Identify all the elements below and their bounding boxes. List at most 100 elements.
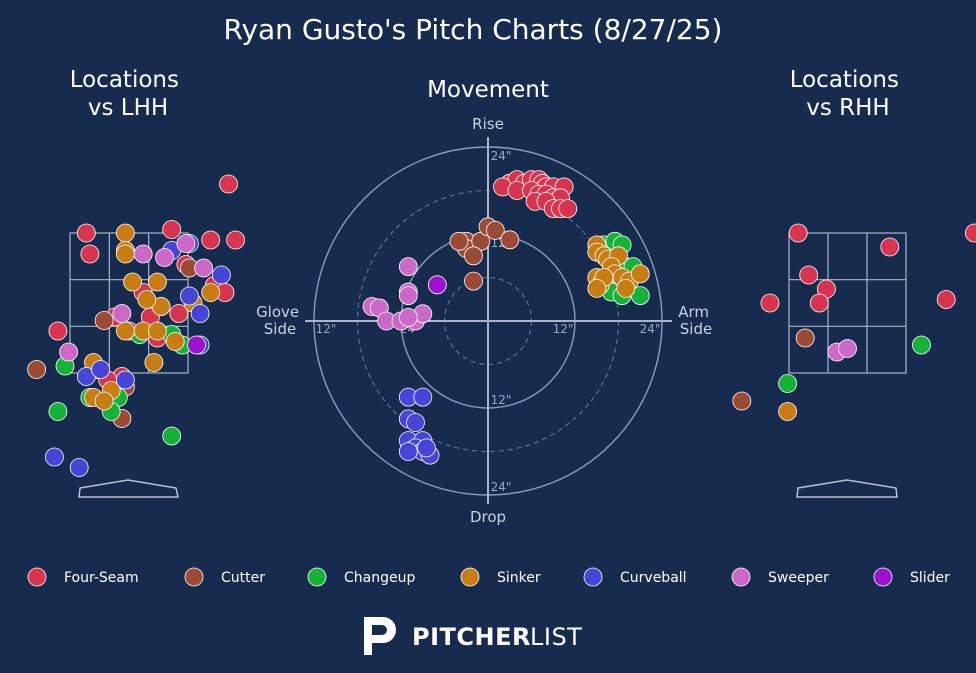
rhh-panel-title-line-2: vs RHH — [806, 95, 889, 121]
pitch-point-cutter — [795, 328, 815, 348]
lhh-panel-title-line-2: vs LHH — [88, 95, 168, 121]
lhh-home-plate — [78, 479, 179, 498]
pitch-point-cutter — [27, 360, 46, 379]
pitch-point-curveball — [91, 360, 110, 379]
pitch-point-sweeper — [176, 234, 196, 253]
movement-rings — [305, 137, 672, 504]
pitch-point-four-seam — [48, 321, 68, 341]
brand-name-bold: PITCHER — [412, 623, 531, 651]
glove-side-label: Glove Side — [256, 303, 304, 338]
pitch-point-changeup — [912, 335, 931, 355]
pitch-point-sinker — [165, 332, 185, 351]
pitch-point-sinker — [137, 290, 157, 309]
lhh-pitch-points — [27, 174, 246, 477]
rhh-strike-zone — [788, 232, 907, 374]
drop-label: Drop — [470, 508, 506, 526]
arm-side-label: Arm Side — [678, 303, 714, 338]
movement-pitch-points — [362, 170, 650, 465]
lhh-panel-title: Locations vs LHH — [70, 67, 187, 121]
pitch-point-sinker — [147, 272, 167, 292]
pitch-point-slider — [187, 335, 206, 355]
movement-point-cutter — [500, 230, 520, 250]
pitch-point-curveball — [190, 304, 210, 323]
pitch-point-changeup — [48, 402, 68, 421]
legend-marker-changeup — [307, 567, 327, 587]
glove-side-label-line-2: Side — [264, 320, 296, 338]
pitch-point-curveball — [211, 265, 231, 285]
rhh-panel-title-line-1: Locations — [790, 67, 899, 93]
legend-label-curveball: Curveball — [620, 570, 687, 586]
pitch-point-four-seam — [201, 230, 221, 250]
movement-point-sinker — [630, 264, 650, 284]
movement-point-curveball — [416, 438, 436, 458]
pitch-point-sinker — [116, 223, 135, 243]
pitch-point-sweeper — [59, 342, 78, 362]
pitch-point-four-seam — [936, 290, 956, 309]
pitch-legend: Four-Seam Cutter Changeup Sinker Curveball Sw… — [27, 567, 950, 587]
pitch-point-sweeper — [155, 248, 174, 267]
movement-point-sinker — [587, 278, 607, 298]
ring-label: 24" — [640, 322, 661, 336]
pitch-point-four-seam — [80, 244, 100, 264]
pitch-point-curveball — [179, 286, 199, 306]
movement-point-sinker — [616, 278, 636, 298]
legend-label-sinker: Sinker — [497, 570, 541, 586]
arm-side-label-line-2: Side — [680, 320, 712, 338]
pitch-point-four-seam — [169, 304, 189, 323]
pitch-point-sinker — [116, 321, 135, 341]
arm-side-label-line-1: Arm — [678, 303, 709, 321]
movement-point-slider — [427, 275, 447, 295]
pitch-point-sinker — [201, 283, 221, 302]
ring-label: 12" — [316, 322, 337, 336]
movement-point-four-seam — [558, 199, 578, 219]
movement-point-curveball — [413, 387, 433, 407]
pitch-point-curveball — [69, 458, 89, 477]
movement-point-cutter — [449, 231, 469, 251]
glove-side-label-line-1: Glove — [256, 303, 299, 321]
pitch-point-four-seam — [880, 237, 900, 257]
lhh-panel-title-line-1: Locations — [70, 67, 179, 93]
pitch-point-curveball — [116, 370, 135, 390]
movement-point-sweeper — [398, 286, 418, 306]
pitch-point-four-seam — [799, 265, 819, 285]
movement-point-cutter — [464, 246, 483, 266]
pitch-point-sinker — [147, 321, 167, 341]
movement-panel: Movement Rise Drop Glove Side Arm Side 2… — [256, 77, 714, 526]
legend-label-slider: Slider — [910, 570, 950, 586]
movement-point-cutter — [464, 271, 483, 291]
rise-label: Rise — [472, 115, 504, 133]
strike-zone-box — [788, 232, 907, 374]
legend-label-cutter: Cutter — [221, 570, 265, 586]
legend-marker-slider — [873, 567, 893, 587]
pitch-point-sweeper — [133, 244, 153, 264]
pitch-point-four-seam — [162, 220, 182, 239]
pitch-point-sinker — [123, 272, 143, 292]
movement-point-curveball — [398, 442, 418, 461]
pitch-point-four-seam — [788, 223, 808, 243]
figure-title: Ryan Gusto's Pitch Charts (8/27/25) — [224, 13, 723, 46]
pitch-point-curveball — [45, 447, 64, 467]
pitch-point-four-seam — [809, 293, 829, 313]
movement-panel-title: Movement — [427, 77, 549, 103]
movement-point-sweeper — [398, 307, 418, 327]
pitch-point-sweeper — [838, 339, 857, 358]
pitch-point-four-seam — [226, 230, 246, 250]
rhh-pitch-points — [732, 223, 976, 421]
ring-label: 24" — [491, 149, 512, 163]
pitch-point-sinker — [144, 353, 164, 372]
pitch-point-sinker — [94, 391, 114, 411]
pitch-point-four-seam — [965, 223, 976, 243]
legend-label-four-seam: Four-Seam — [64, 570, 139, 586]
legend-label-sweeper: Sweeper — [768, 570, 829, 586]
legend-label-changeup: Changeup — [344, 570, 415, 586]
pitch-point-sinker — [116, 244, 135, 264]
pitcherlist-p-icon — [364, 617, 396, 655]
rhh-home-plate — [796, 479, 898, 498]
pitch-point-four-seam — [76, 223, 96, 243]
legend-marker-sinker — [460, 567, 480, 587]
pitcherlist-logo: PITCHER LIST — [364, 617, 582, 655]
rhh-panel-title: Locations vs RHH — [790, 67, 907, 121]
pitch-point-sweeper — [194, 258, 214, 278]
legend-marker-sweeper — [731, 567, 751, 587]
